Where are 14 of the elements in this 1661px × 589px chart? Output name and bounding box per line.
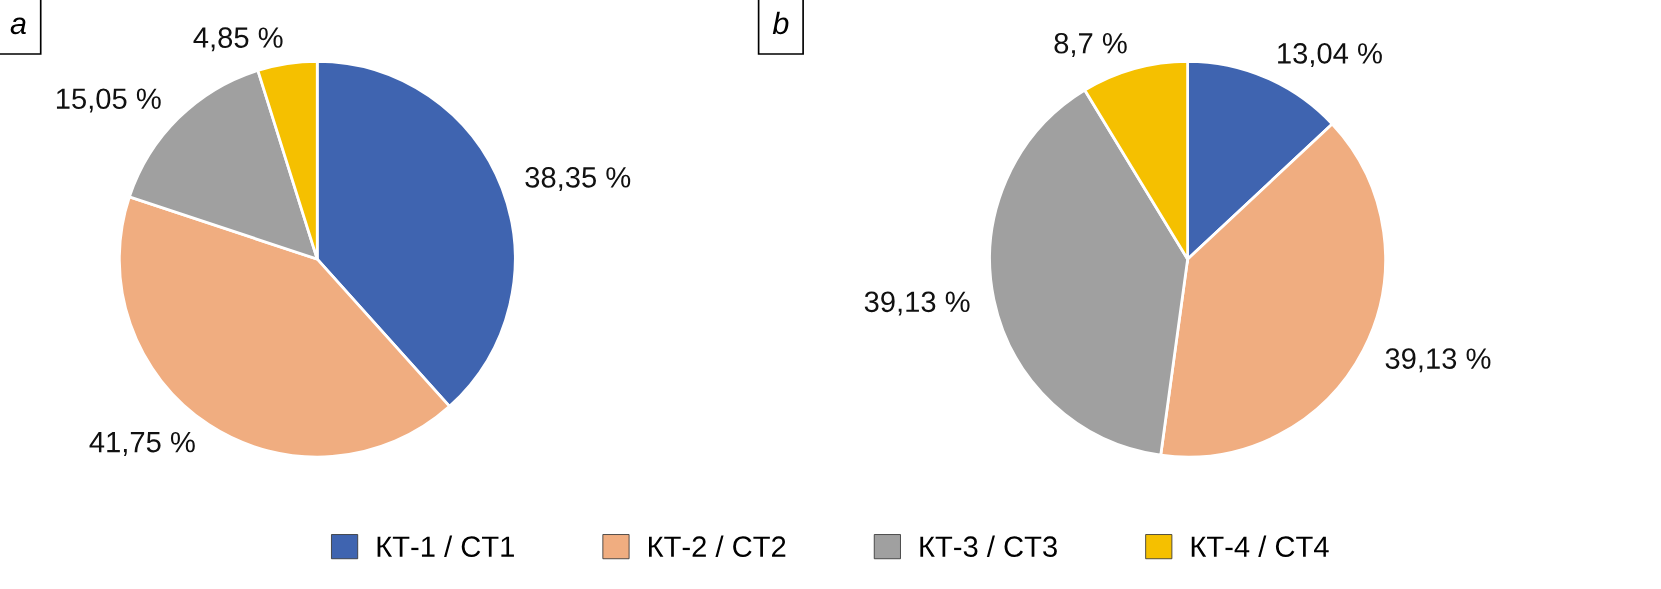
data-label: 4,85 % (193, 27, 283, 52)
data-label: 38,35 % (525, 167, 631, 192)
data-label: 39,13 % (1385, 348, 1491, 373)
data-label: 8,7 % (1054, 32, 1127, 58)
legend-label: КТ-4 / CT4 (1191, 535, 1329, 557)
data-label: 39,13 % (864, 291, 970, 316)
chart-title: a (10, 17, 26, 35)
chart-title: b (772, 11, 789, 35)
legend-label: КТ-3 / CT3 (920, 535, 1057, 557)
legend-label: КТ-1 / CT1 (377, 535, 514, 557)
legend-label: КТ-2 / CT2 (649, 535, 786, 557)
data-label: 41,75 % (89, 431, 195, 456)
data-label: 13,04 % (1278, 43, 1382, 68)
data-label: 15,05 % (56, 88, 161, 113)
